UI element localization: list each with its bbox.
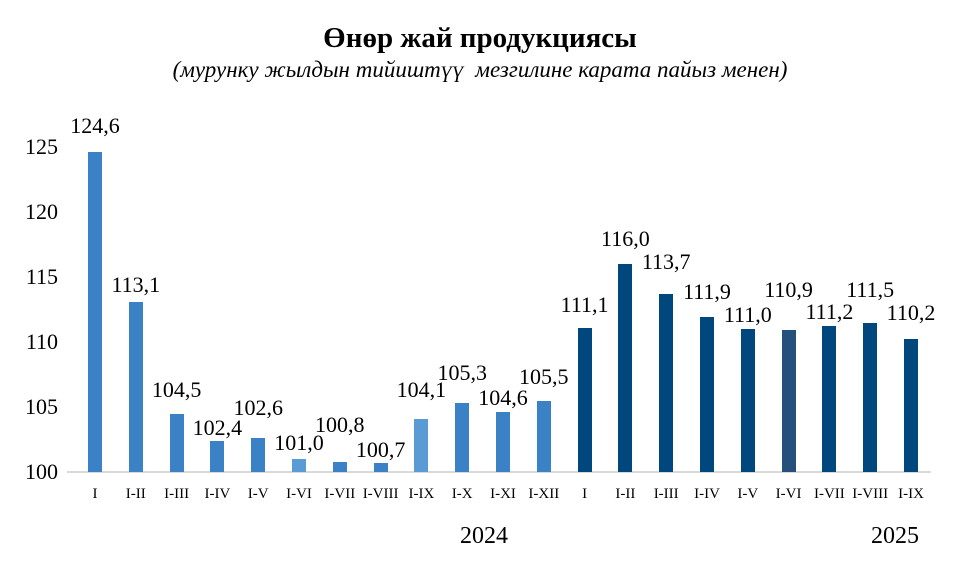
bar-value-label: 100,7 (355, 436, 406, 462)
x-axis-label: I-VIII (362, 486, 399, 502)
bar-value-label: 111,1 (560, 291, 609, 317)
bar (659, 293, 674, 472)
bar (292, 459, 306, 472)
y-axis-tick-label: 115 (25, 264, 58, 289)
y-axis-tick-label: 100 (25, 459, 58, 484)
bar (781, 330, 796, 472)
bar (577, 327, 592, 472)
x-axis-label: I-X (451, 486, 473, 502)
bar (414, 418, 429, 472)
bar-value-label: 105,5 (519, 363, 569, 389)
x-axis-label: I-XI (490, 486, 516, 502)
x-axis-label: I-II (125, 486, 146, 502)
y-axis-tick-label: 110 (25, 329, 58, 354)
chart-title: Өнөр жай продукциясы (323, 22, 637, 54)
bar-value-label: 111,9 (683, 279, 731, 305)
bar-value-label: 100,8 (315, 411, 365, 437)
x-axis-label: I-III (164, 486, 190, 502)
chart-subtitle: (мурунку жылдын тийиштүү мезгилине карат… (172, 57, 788, 82)
bar-value-label: 105,3 (437, 360, 487, 386)
bar (210, 440, 225, 472)
bar-value-label: 111,0 (723, 302, 772, 327)
x-axis-label: I-VII (813, 486, 845, 502)
bar (700, 317, 714, 472)
bar (251, 438, 266, 472)
x-axis-label: I-VIII (852, 486, 889, 502)
bar-value-label: 104,6 (478, 385, 528, 411)
bar (618, 264, 633, 472)
bar-value-label: 102,4 (192, 414, 243, 440)
bar (88, 152, 102, 472)
y-axis-tick-label: 120 (25, 199, 58, 224)
x-axis-label: I-VII (324, 486, 356, 502)
x-axis-label: I-IV (694, 486, 720, 502)
bar-value-label: 124,6 (70, 113, 120, 139)
bar (455, 403, 470, 472)
bar-value-label: 104,1 (396, 376, 447, 402)
bar (822, 326, 837, 472)
year-label-2024: 2024 (460, 523, 508, 549)
bar-value-label: 113,1 (111, 271, 161, 297)
bar-value-label: 113,7 (641, 248, 691, 274)
y-axis-tick-label: 125 (25, 134, 58, 159)
bar-value-label: 102,6 (233, 395, 283, 421)
bar-value-label: 110,9 (764, 277, 813, 303)
bar (536, 400, 551, 472)
x-axis-label: I-VI (286, 486, 312, 502)
x-axis-label: I-XII (528, 486, 560, 502)
bar-value-label: 116,0 (601, 226, 650, 251)
year-label-2025: 2025 (871, 523, 919, 549)
x-axis-label: I-IX (408, 486, 435, 502)
bar (496, 412, 510, 472)
x-axis-label: I-V (737, 486, 759, 502)
bar-value-label: 110,2 (886, 300, 936, 326)
y-axis-tick-label: 105 (25, 394, 58, 419)
x-axis-label: I-II (615, 486, 636, 502)
bar (904, 339, 918, 472)
bar-value-label: 111,2 (805, 299, 854, 325)
x-axis-label: I (582, 486, 588, 502)
x-axis-label: I-IV (204, 486, 231, 502)
x-axis-label: I (92, 486, 98, 502)
x-axis-label: I-III (653, 486, 679, 502)
bar (332, 461, 347, 472)
x-axis-label: I-VI (775, 486, 802, 502)
x-axis-line (67, 471, 931, 473)
bar (863, 322, 878, 472)
bar-value-label: 101,0 (274, 430, 324, 455)
bar-value-label: 104,5 (151, 376, 202, 402)
bar (373, 462, 388, 472)
bar (128, 301, 143, 472)
x-axis-label: I-IX (898, 486, 924, 502)
bar-value-label: 111,5 (846, 276, 895, 302)
bar (740, 329, 755, 472)
bar (169, 413, 184, 472)
x-axis-label: I-V (247, 486, 269, 502)
